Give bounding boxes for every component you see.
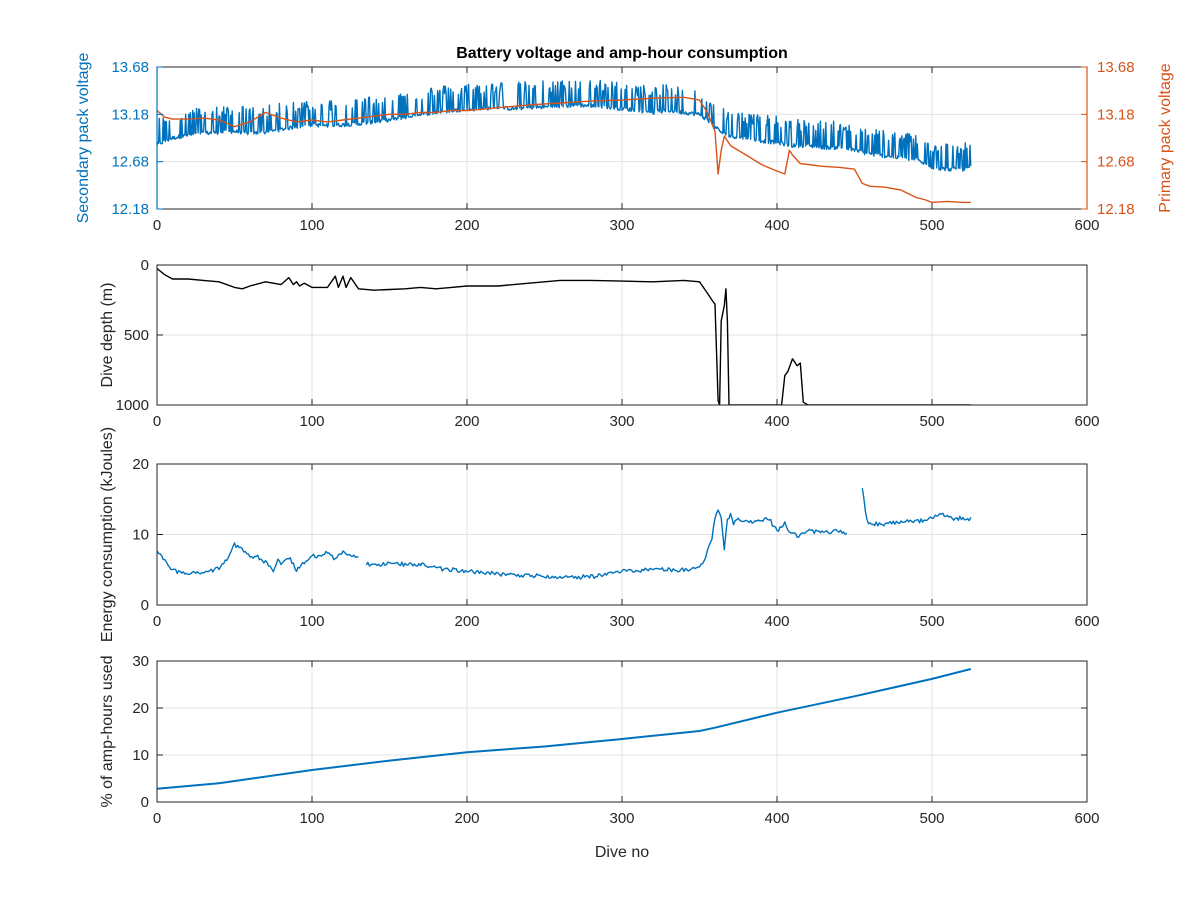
y-axis-label: % of amp-hours used xyxy=(99,655,116,807)
x-tick-label: 500 xyxy=(919,413,944,430)
y-axis-label-left: Secondary pack voltage xyxy=(75,53,92,224)
y-tick-label-right: 12.68 xyxy=(1097,154,1135,171)
x-tick-label: 600 xyxy=(1074,413,1099,430)
x-tick-label: 0 xyxy=(153,217,161,234)
y-tick-label-left: 13.68 xyxy=(111,59,149,76)
subplot-3: 0 100 200 300 400 500 600 0 10 20 Energy consumpti… xyxy=(99,427,1100,642)
x-tick-label: 500 xyxy=(919,217,944,234)
x-tick-label: 100 xyxy=(299,217,324,234)
x-tick-label: 400 xyxy=(764,413,789,430)
x-tick-label: 0 xyxy=(153,413,161,430)
data-line-series-2 xyxy=(157,96,971,204)
x-tick-label: 100 xyxy=(299,613,324,630)
data-line-series-1 xyxy=(157,79,972,172)
y-tick-label-left: 13.18 xyxy=(111,106,149,123)
x-tick-label: 400 xyxy=(764,217,789,234)
x-tick-label: 500 xyxy=(919,613,944,630)
y-tick-label: 20 xyxy=(132,456,149,473)
y-tick-label: 500 xyxy=(124,327,149,344)
x-tick-label: 200 xyxy=(454,613,479,630)
x-axis-label: Dive no xyxy=(595,844,649,861)
x-tick-label: 600 xyxy=(1074,613,1099,630)
x-tick-label: 0 xyxy=(153,810,161,827)
x-tick-label: 600 xyxy=(1074,810,1099,827)
x-tick-label: 100 xyxy=(299,413,324,430)
x-tick-label: 300 xyxy=(609,613,634,630)
y-tick-label: 20 xyxy=(132,700,149,717)
y-tick-label: 0 xyxy=(141,794,149,811)
chart-title: Battery voltage and amp-hour consumption xyxy=(456,45,788,62)
x-tick-label: 300 xyxy=(609,413,634,430)
data-layer xyxy=(157,267,971,405)
y-tick-label-left: 12.18 xyxy=(111,201,149,218)
x-tick-label: 200 xyxy=(454,217,479,234)
y-tick-label-left: 12.68 xyxy=(111,154,149,171)
x-tick-label: 200 xyxy=(454,810,479,827)
y-tick-label: 1000 xyxy=(116,397,149,414)
y-tick-label-right: 13.68 xyxy=(1097,59,1135,76)
x-tick-label: 100 xyxy=(299,810,324,827)
x-tick-label: 0 xyxy=(153,613,161,630)
data-line-series-1 xyxy=(157,267,971,405)
y-tick-label-right: 13.18 xyxy=(1097,106,1135,123)
subplot-1: 0 100 200 300 400 500 60012.1812.6813.1813.681… xyxy=(75,45,1174,234)
x-tick-label: 600 xyxy=(1074,217,1099,234)
data-layer xyxy=(157,668,972,790)
subplot-4: 0 100 200 300 400 500 600 0 10 20 30 % of amp-hours… xyxy=(99,653,1100,861)
y-axis-label: Dive depth (m) xyxy=(99,283,116,388)
y-tick-label: 30 xyxy=(132,653,149,670)
x-tick-label: 200 xyxy=(454,413,479,430)
y-tick-label: 10 xyxy=(132,747,149,764)
data-line-series-1 xyxy=(157,488,972,580)
x-tick-label: 400 xyxy=(764,810,789,827)
y-axis-label: Energy consumption (kJoules) xyxy=(99,427,116,642)
x-tick-label: 500 xyxy=(919,810,944,827)
x-tick-label: 300 xyxy=(609,810,634,827)
y-axis-label-right: Primary pack voltage xyxy=(1157,63,1174,212)
y-tick-label-right: 12.18 xyxy=(1097,201,1135,218)
data-layer xyxy=(157,79,972,204)
data-line-series-1 xyxy=(157,668,972,790)
data-layer xyxy=(157,488,972,580)
y-tick-label: 0 xyxy=(141,597,149,614)
x-tick-label: 300 xyxy=(609,217,634,234)
x-tick-label: 400 xyxy=(764,613,789,630)
y-tick-label: 0 xyxy=(141,257,149,274)
y-tick-label: 10 xyxy=(132,527,149,544)
